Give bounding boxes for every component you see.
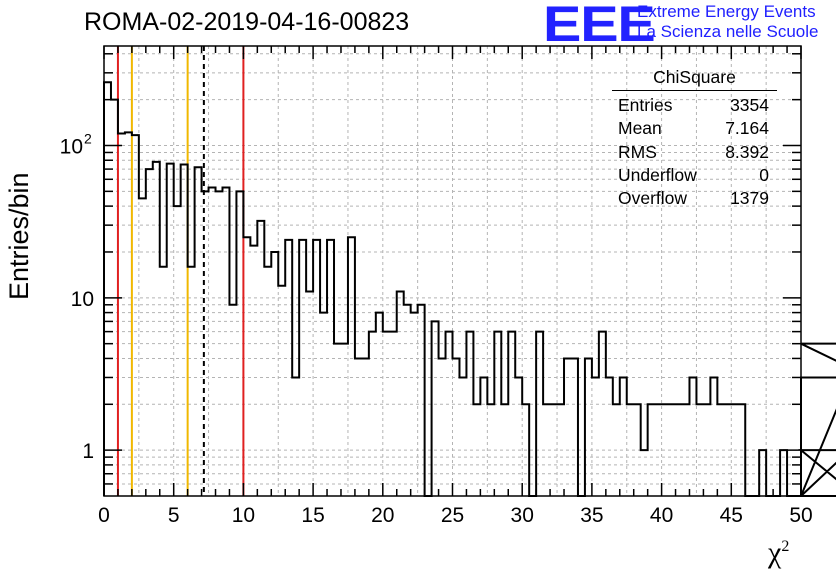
x-axis-label-symbol: χ [768, 536, 782, 569]
x-tick-label: 15 [301, 504, 324, 527]
y-tick-label: 10 [60, 135, 83, 158]
eee-logo: EEE [543, 0, 656, 52]
stats-label: Underflow [618, 164, 697, 185]
logo-caption-line2: La Scienza nelle Scuole [637, 22, 819, 41]
stats-value: 8.392 [725, 141, 769, 162]
x-tick-label: 50 [789, 504, 812, 527]
stats-label: Overflow [618, 188, 688, 209]
stats-row: Overflow 1379 [612, 187, 777, 210]
stats-row: Entries 3354 [612, 94, 777, 117]
x-tick-label: 25 [441, 504, 464, 527]
stats-row: Underflow 0 [612, 164, 777, 187]
reference-lines [116, 46, 245, 496]
stats-row: RMS 8.392 [612, 141, 777, 164]
x-tick-label: 5 [168, 504, 180, 527]
stats-row: Mean 7.164 [612, 117, 777, 140]
histogram-title: ROMA-02-2019-04-16-00823 [84, 8, 410, 36]
stats-value: 3354 [730, 95, 769, 115]
stats-value: 0 [759, 164, 769, 185]
x-tick-label: 35 [580, 504, 603, 527]
axis-ticks [103, 46, 802, 496]
x-tick-label: 30 [511, 504, 534, 527]
y-tick-label: 10 [71, 288, 94, 311]
x-tick-label: 40 [650, 504, 673, 527]
y-tick-label-exponent: 2 [84, 130, 92, 146]
stats-value: 7.164 [725, 118, 769, 139]
x-tick-label: 0 [98, 504, 110, 527]
stats-title: ChiSquare [612, 67, 777, 91]
x-tick-label: 20 [371, 504, 394, 527]
x-axis-label-superscript: 2 [781, 538, 790, 555]
stats-value: 1379 [730, 188, 769, 209]
histogram-outline [103, 81, 836, 497]
stats-box: ChiSquare Entries 3354 Mean 7.164 RMS 8.392… [612, 67, 777, 210]
stats-label: RMS [618, 141, 657, 162]
x-tick-label: 10 [232, 504, 255, 527]
stats-label: Mean [618, 118, 662, 139]
grid [104, 46, 801, 496]
y-tick-label: 1 [82, 440, 94, 463]
stats-label: Entries [618, 95, 673, 115]
x-tick-label: 45 [720, 504, 743, 527]
eee-logo-caption: Extreme Energy Events La Scienza nelle S… [637, 2, 818, 42]
x-axis-label: χ2 [768, 536, 789, 570]
logo-caption-line1: Extreme Energy Events [637, 2, 816, 21]
